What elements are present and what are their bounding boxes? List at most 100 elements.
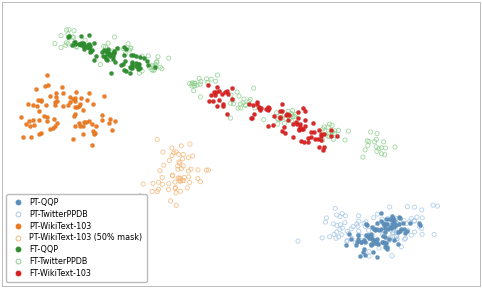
Point	[381, 245, 389, 249]
Point	[276, 109, 284, 113]
Point	[289, 122, 297, 127]
Point	[349, 224, 357, 229]
Point	[122, 69, 130, 73]
Point	[73, 45, 81, 50]
Point	[390, 237, 398, 242]
Point	[381, 241, 389, 245]
Point	[245, 101, 253, 106]
Point	[355, 232, 362, 237]
Point	[278, 128, 286, 133]
Point	[390, 228, 398, 233]
Point	[203, 77, 211, 81]
Point	[377, 218, 385, 223]
Point	[320, 145, 327, 149]
Point	[152, 62, 160, 67]
Point	[194, 176, 201, 181]
Point	[190, 88, 198, 93]
Point	[373, 240, 381, 245]
Point	[87, 49, 94, 53]
Point	[128, 64, 135, 69]
Point	[91, 41, 98, 45]
Point	[105, 47, 112, 51]
Point	[146, 65, 154, 70]
Point	[336, 214, 344, 219]
Point	[404, 228, 412, 233]
Point	[228, 96, 236, 101]
Point	[389, 230, 397, 235]
Point	[392, 218, 400, 223]
Point	[329, 221, 337, 226]
Point	[330, 232, 338, 237]
Point	[37, 130, 45, 135]
Point	[289, 108, 296, 113]
Point	[153, 59, 161, 64]
Point	[384, 216, 392, 221]
Point	[372, 145, 380, 149]
Point	[156, 168, 164, 173]
Point	[127, 46, 135, 50]
Point	[197, 79, 205, 84]
Point	[390, 225, 398, 229]
Point	[66, 94, 74, 99]
Point	[363, 139, 371, 143]
Point	[381, 152, 388, 157]
Point	[381, 228, 388, 232]
Point	[388, 253, 396, 258]
Point	[224, 111, 231, 116]
Point	[70, 43, 78, 48]
Point	[362, 232, 370, 237]
Point	[333, 213, 341, 217]
Point	[333, 230, 341, 234]
Point	[75, 42, 82, 46]
Point	[59, 104, 67, 108]
Point	[360, 238, 367, 242]
Point	[357, 240, 364, 244]
Point	[373, 131, 381, 136]
Point	[109, 49, 117, 53]
Point	[86, 50, 94, 55]
Point	[191, 81, 199, 86]
Point	[285, 113, 293, 118]
Point	[81, 38, 89, 42]
Point	[324, 125, 332, 130]
Point	[213, 85, 221, 89]
Point	[382, 241, 390, 245]
Point	[333, 223, 341, 228]
Point	[296, 125, 304, 129]
Point	[26, 124, 34, 128]
Point	[134, 64, 142, 68]
Point	[331, 128, 339, 133]
Point	[90, 132, 98, 137]
Point	[51, 41, 59, 46]
Point	[356, 253, 363, 258]
Point	[218, 92, 226, 97]
Point	[89, 129, 97, 134]
Point	[233, 90, 241, 94]
Point	[214, 73, 221, 77]
Point	[418, 215, 426, 220]
Point	[205, 99, 213, 103]
Point	[429, 203, 437, 207]
Point	[317, 134, 325, 139]
Point	[251, 106, 259, 110]
Point	[393, 222, 401, 227]
Point	[197, 179, 204, 184]
Point	[229, 98, 237, 102]
Point	[332, 206, 339, 211]
Point	[70, 40, 78, 45]
Point	[352, 240, 360, 245]
Point	[175, 152, 183, 157]
Point	[144, 62, 152, 67]
Point	[174, 167, 182, 172]
Point	[17, 115, 25, 120]
Point	[398, 227, 405, 232]
Point	[79, 132, 87, 137]
Point	[149, 68, 157, 73]
Point	[362, 253, 369, 257]
Point	[379, 232, 387, 237]
Point	[371, 139, 378, 144]
Point	[103, 51, 110, 56]
Point	[120, 45, 128, 49]
Point	[378, 240, 386, 245]
Point	[365, 139, 373, 144]
